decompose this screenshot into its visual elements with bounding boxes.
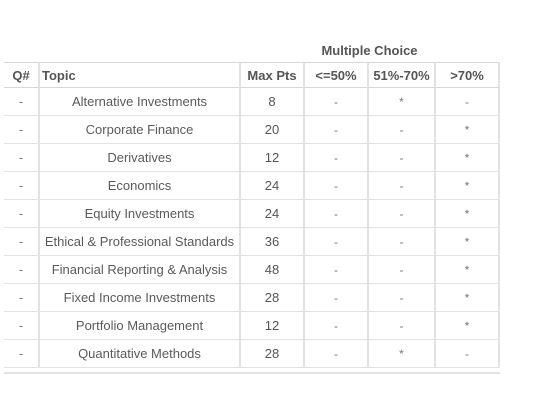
cell-max-pts: 28 (239, 284, 303, 312)
bottom-edge-cell (4, 368, 500, 374)
cell-q: - (4, 116, 38, 144)
cell-band-low: - (303, 200, 367, 228)
cell-q: - (4, 172, 38, 200)
cell-max-pts: 20 (239, 116, 303, 144)
cell-topic: Corporate Finance (38, 116, 239, 144)
header-row: Q# Topic Max Pts <=50% 51%-70% >70% (4, 62, 500, 88)
cell-band-high: * (434, 228, 500, 256)
cell-topic: Portfolio Management (38, 312, 239, 340)
cell-topic: Equity Investments (38, 200, 239, 228)
cell-band-low: - (303, 172, 367, 200)
cell-max-pts: 48 (239, 256, 303, 284)
cell-band-mid: - (367, 172, 434, 200)
header-band-low: <=50% (303, 62, 367, 88)
cell-max-pts: 8 (239, 88, 303, 116)
cell-topic: Financial Reporting & Analysis (38, 256, 239, 284)
cell-max-pts: 28 (239, 340, 303, 368)
table-row: - Corporate Finance 20 - - * (4, 116, 500, 144)
table-row: - Alternative Investments 8 - * - (4, 88, 500, 116)
cell-band-low: - (303, 116, 367, 144)
cell-topic: Derivatives (38, 144, 239, 172)
cell-q: - (4, 340, 38, 368)
table-row: - Portfolio Management 12 - - * (4, 312, 500, 340)
spacer-cell (4, 38, 38, 62)
cell-band-high: - (434, 340, 500, 368)
cell-band-high: * (434, 116, 500, 144)
cell-band-low: - (303, 284, 367, 312)
cell-band-mid: - (367, 312, 434, 340)
spacer-cell (38, 38, 239, 62)
cell-band-mid: - (367, 200, 434, 228)
cell-q: - (4, 200, 38, 228)
cell-q: - (4, 284, 38, 312)
table-body: - Alternative Investments 8 - * - - Corp… (4, 88, 500, 374)
cell-topic: Quantitative Methods (38, 340, 239, 368)
header-band-mid: 51%-70% (367, 62, 434, 88)
table-row: - Equity Investments 24 - - * (4, 200, 500, 228)
cell-q: - (4, 312, 38, 340)
table-bottom-edge (4, 368, 500, 374)
results-table: Multiple Choice Q# Topic Max Pts <=50% 5… (4, 38, 500, 374)
cell-band-high: * (434, 312, 500, 340)
section-heading-row: Multiple Choice (4, 38, 500, 62)
cell-max-pts: 12 (239, 144, 303, 172)
cell-band-low: - (303, 228, 367, 256)
cell-max-pts: 12 (239, 312, 303, 340)
table-row: - Derivatives 12 - - * (4, 144, 500, 172)
cell-band-mid: - (367, 256, 434, 284)
cell-band-low: - (303, 144, 367, 172)
cell-band-mid: - (367, 116, 434, 144)
cell-band-mid: - (367, 284, 434, 312)
header-topic: Topic (38, 62, 239, 88)
cell-band-mid: - (367, 144, 434, 172)
cell-q: - (4, 144, 38, 172)
header-band-high: >70% (434, 62, 500, 88)
cell-band-high: * (434, 200, 500, 228)
cell-topic: Alternative Investments (38, 88, 239, 116)
cell-max-pts: 36 (239, 228, 303, 256)
cell-max-pts: 24 (239, 172, 303, 200)
cell-topic: Fixed Income Investments (38, 284, 239, 312)
cell-band-low: - (303, 340, 367, 368)
cell-band-high: - (434, 88, 500, 116)
table-row: - Quantitative Methods 28 - * - (4, 340, 500, 368)
table-row: - Economics 24 - - * (4, 172, 500, 200)
table-row: - Ethical & Professional Standards 36 - … (4, 228, 500, 256)
cell-band-low: - (303, 88, 367, 116)
cell-q: - (4, 228, 38, 256)
cell-topic: Economics (38, 172, 239, 200)
cell-band-high: * (434, 256, 500, 284)
table-row: - Fixed Income Investments 28 - - * (4, 284, 500, 312)
cell-topic: Ethical & Professional Standards (38, 228, 239, 256)
table-row: - Financial Reporting & Analysis 48 - - … (4, 256, 500, 284)
cell-band-high: * (434, 172, 500, 200)
header-max-pts: Max Pts (239, 62, 303, 88)
cell-max-pts: 24 (239, 200, 303, 228)
cell-q: - (4, 88, 38, 116)
cell-band-mid: * (367, 340, 434, 368)
cell-band-low: - (303, 312, 367, 340)
section-heading: Multiple Choice (321, 42, 418, 58)
cell-band-mid: - (367, 228, 434, 256)
cell-band-low: - (303, 256, 367, 284)
cell-q: - (4, 256, 38, 284)
cell-band-mid: * (367, 88, 434, 116)
cell-band-high: * (434, 284, 500, 312)
cell-band-high: * (434, 144, 500, 172)
header-q: Q# (4, 62, 38, 88)
